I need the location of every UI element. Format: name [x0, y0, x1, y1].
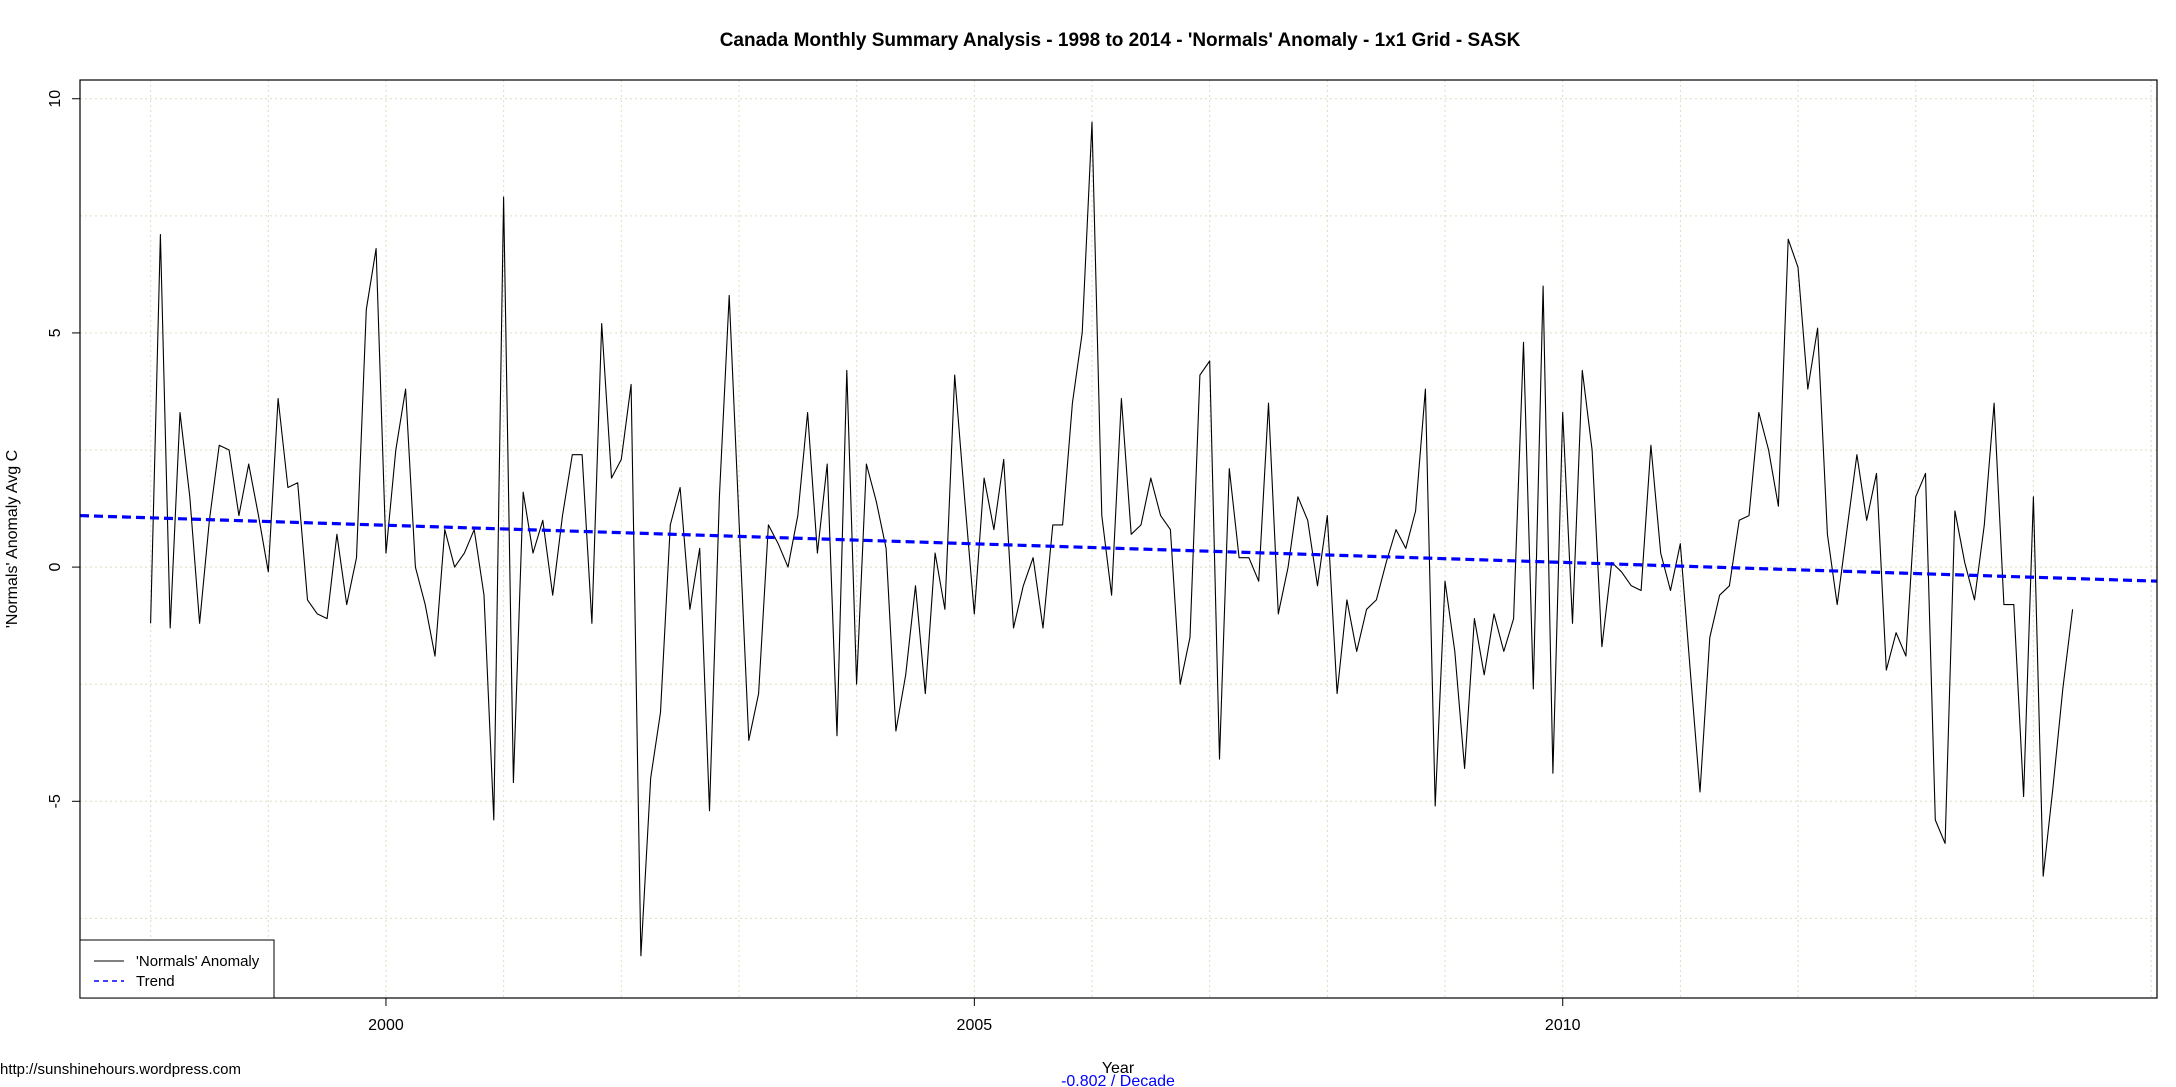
- x-tick-label: 2000: [368, 1017, 404, 1034]
- y-tick-label: 5: [47, 328, 64, 337]
- trend-line: [79, 513, 2158, 583]
- y-tick-label: -5: [47, 794, 64, 808]
- x-axis-label: Year: [1102, 1060, 1135, 1077]
- plot-frame: [79, 79, 2158, 999]
- trend-rate-label: -0.802 / Decade: [1061, 1073, 1175, 1087]
- y-tick-label: 10: [47, 90, 64, 108]
- x-tick-label: 2005: [957, 1017, 993, 1034]
- legend-label-anomaly: 'Normals' Anomaly: [136, 953, 260, 970]
- x-axis: 2000 2005 2010: [368, 998, 1581, 1034]
- grid: [80, 80, 2157, 998]
- source-text: http://sunshinehours.wordpress.com: [0, 1061, 241, 1078]
- x-tick-label: 2010: [1545, 1017, 1581, 1034]
- legend-label-trend: Trend: [136, 973, 175, 990]
- y-tick-label: 0: [47, 563, 64, 572]
- legend-box: [79, 939, 275, 999]
- legend: 'Normals' Anomaly Trend: [79, 939, 275, 999]
- y-axis: -5 0 5 10: [47, 90, 80, 808]
- chart-title: Canada Monthly Summary Analysis - 1998 t…: [720, 30, 1521, 51]
- series-layer: [79, 121, 2158, 957]
- anomaly-series-line: [150, 121, 2074, 957]
- y-axis-label: 'Normals' Anomaly Avg C: [4, 450, 21, 628]
